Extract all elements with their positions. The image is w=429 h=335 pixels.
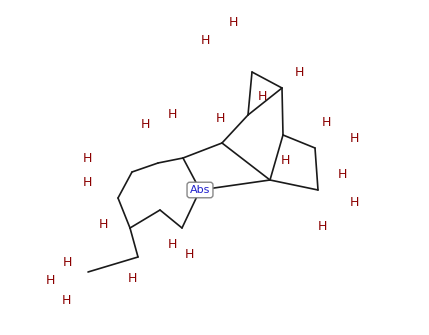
Text: H: H bbox=[168, 109, 177, 122]
Text: H: H bbox=[228, 15, 238, 28]
Text: H: H bbox=[62, 293, 71, 307]
Text: H: H bbox=[322, 116, 331, 129]
Text: H: H bbox=[128, 271, 137, 284]
Text: H: H bbox=[317, 220, 327, 233]
Text: H: H bbox=[350, 196, 360, 208]
Text: H: H bbox=[201, 34, 210, 47]
Text: H: H bbox=[63, 256, 72, 268]
Text: H: H bbox=[281, 153, 290, 166]
Text: Abs: Abs bbox=[190, 185, 210, 195]
Text: H: H bbox=[99, 218, 108, 231]
Text: H: H bbox=[338, 169, 347, 182]
Text: H: H bbox=[350, 132, 360, 144]
Text: H: H bbox=[295, 66, 304, 78]
Text: H: H bbox=[45, 273, 55, 286]
Text: H: H bbox=[216, 112, 225, 125]
Text: H: H bbox=[141, 119, 150, 132]
Text: H: H bbox=[83, 151, 92, 164]
Text: H: H bbox=[258, 90, 267, 104]
Text: H: H bbox=[168, 239, 177, 252]
Text: H: H bbox=[83, 176, 92, 189]
Text: H: H bbox=[185, 249, 194, 262]
